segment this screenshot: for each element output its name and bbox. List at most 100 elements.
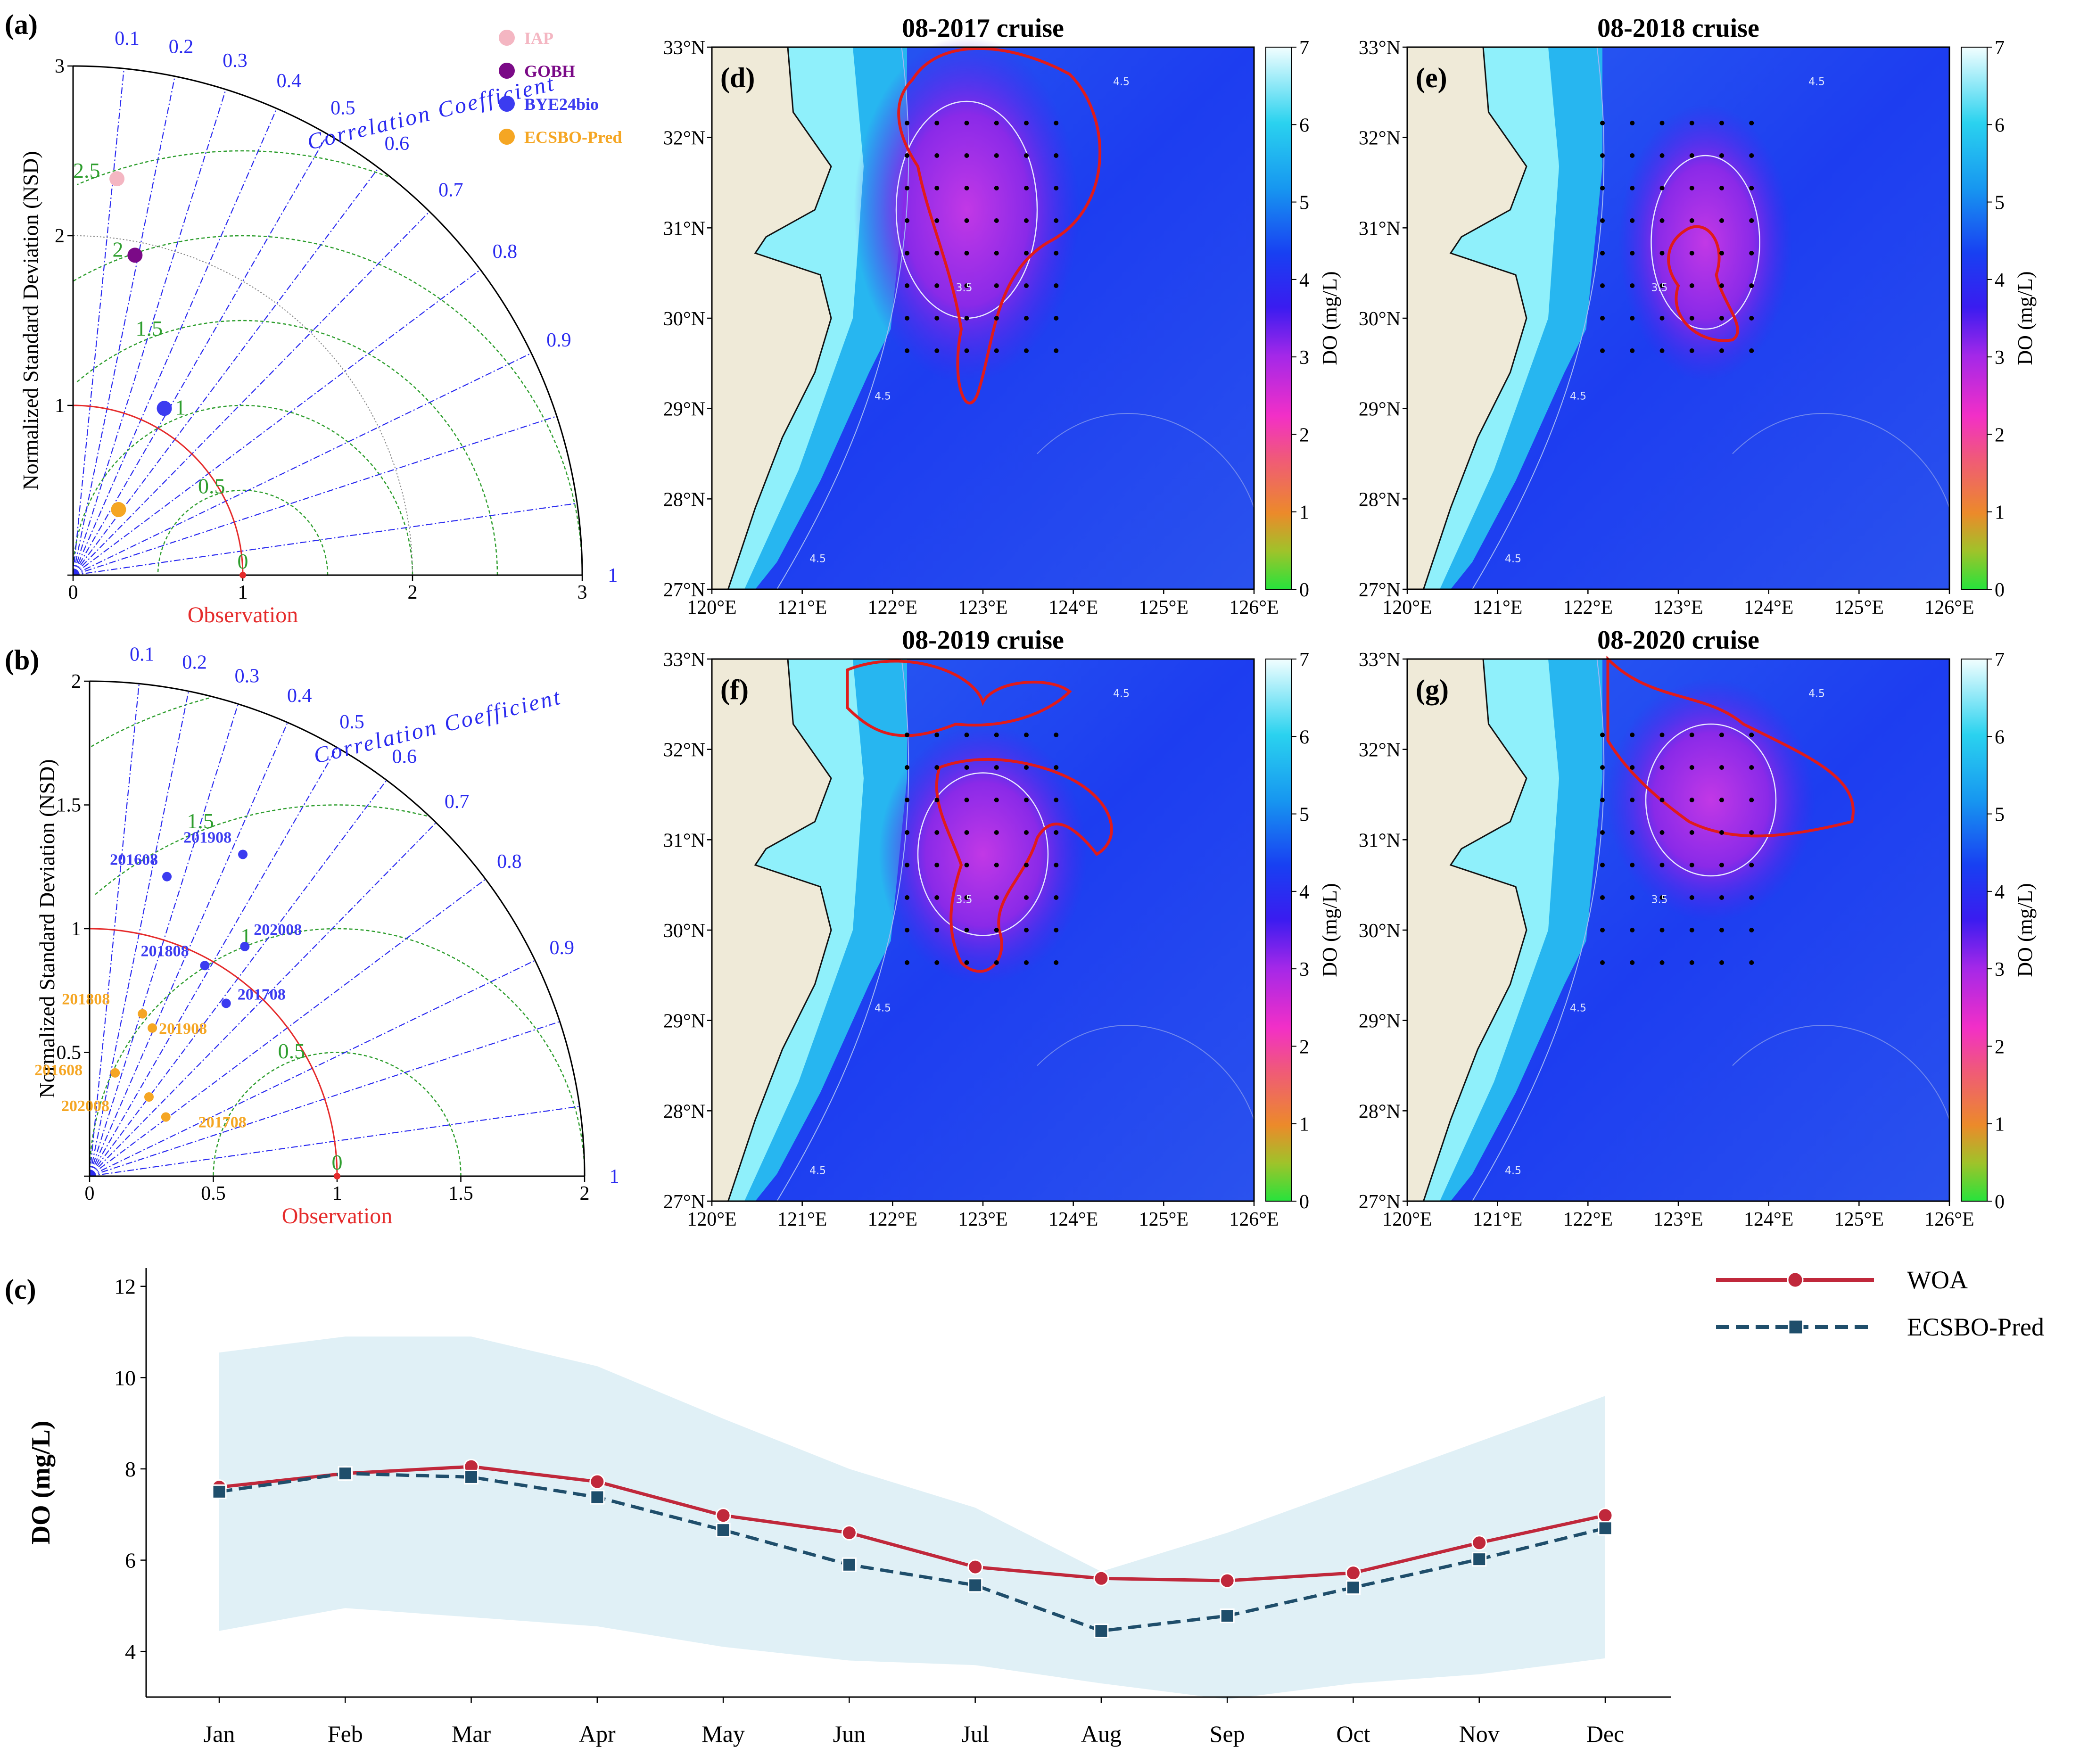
station	[1600, 348, 1605, 353]
station	[1630, 348, 1635, 353]
contour-line	[776, 47, 909, 590]
map-panel: 4.5 3.5 4.5 4.5 27°N 28°N 29°N 30°N 31°N 32°N 33°N…	[1359, 14, 2037, 618]
contour-label: 4.5	[1808, 688, 1825, 700]
lat-tick-label: 30°N	[1359, 308, 1401, 330]
lon-tick-label: 121°E	[777, 1209, 827, 1230]
contour-label: 4.5	[1570, 391, 1586, 403]
y-axis-label: Normalized Standard Deviation (NSD)	[18, 151, 42, 490]
station	[934, 153, 940, 158]
station	[994, 928, 999, 932]
data-point	[144, 1092, 154, 1102]
station	[994, 348, 999, 353]
contour-3-0	[1651, 155, 1760, 330]
contour-label: 3.5	[956, 894, 973, 906]
station	[964, 153, 969, 158]
station	[934, 765, 940, 770]
rms-label: 2	[112, 238, 123, 262]
colorbar-tick-label: 6	[1299, 115, 1309, 136]
colorbar-label: DO (mg/L)	[1318, 271, 1341, 365]
station	[905, 316, 909, 321]
station	[1600, 960, 1605, 965]
station	[1630, 316, 1635, 321]
station	[1659, 218, 1665, 223]
data-point	[238, 849, 248, 859]
station	[1719, 121, 1724, 125]
data-point	[162, 872, 172, 882]
station	[1630, 283, 1635, 288]
station	[1719, 153, 1724, 158]
x-tick-label: May	[702, 1721, 745, 1747]
station	[1054, 960, 1059, 965]
station	[1630, 251, 1635, 256]
station	[1054, 733, 1059, 737]
colorbar-tick-label: 4	[1995, 270, 2005, 291]
panel-label-a: (a)	[5, 9, 38, 40]
colorbar-tick-label: 5	[1299, 192, 1309, 214]
station	[994, 798, 999, 802]
map-title: 08-2017 cruise	[902, 14, 1064, 43]
legend-marker	[499, 63, 515, 79]
series-marker	[1472, 1552, 1487, 1567]
series-marker	[1598, 1521, 1613, 1536]
x-tick-label: Dec	[1586, 1721, 1625, 1747]
station	[1659, 348, 1665, 353]
colorbar-tick-label: 5	[1995, 192, 2005, 214]
x-tick-label: 3	[578, 582, 587, 603]
station	[964, 863, 969, 867]
station	[1659, 283, 1665, 288]
lat-tick-label: 30°N	[663, 308, 705, 330]
station	[934, 348, 940, 353]
land	[711, 658, 832, 1202]
corr-tick-label: 0.6	[392, 746, 417, 768]
series-marker	[589, 1474, 605, 1490]
station	[1024, 283, 1029, 288]
contour-3-0	[917, 772, 1049, 936]
y-axis-label: DO (mg/L)	[26, 1421, 56, 1545]
colorbar-label: DO (mg/L)	[2014, 883, 2037, 977]
station	[1719, 863, 1724, 867]
station	[1024, 830, 1029, 835]
station	[1749, 121, 1754, 125]
hypoxia-boundary	[1667, 225, 1739, 342]
lat-tick-label: 33°N	[663, 37, 705, 59]
station	[1689, 186, 1694, 190]
series-marker	[1219, 1573, 1235, 1589]
x-tick-label: Jan	[204, 1721, 235, 1747]
colorbar-tick-label: 2	[1995, 1036, 2005, 1058]
hypoxia-zone	[879, 724, 1087, 984]
x-tick-label: 2	[408, 582, 418, 603]
lon-tick-label: 126°E	[1924, 1209, 1974, 1230]
y-tick-label: 2	[55, 225, 65, 247]
station	[1600, 798, 1605, 802]
legend-label: ECSBO-Pred	[1907, 1313, 2044, 1341]
lon-tick-label: 123°E	[1653, 597, 1703, 618]
station	[1719, 316, 1724, 321]
x-tick-label: 0	[68, 582, 78, 603]
station	[1054, 121, 1059, 125]
contour-label: 3.5	[1651, 282, 1668, 294]
legend-marker	[1787, 1271, 1804, 1288]
rms-arc	[89, 928, 586, 1177]
station	[1024, 798, 1029, 802]
station	[1600, 121, 1605, 125]
data-point	[111, 502, 126, 517]
station	[1024, 186, 1029, 190]
data-point	[161, 1112, 171, 1122]
correlation-ray	[73, 269, 481, 576]
point-label: 202008	[61, 1097, 109, 1115]
colorbar-tick-label: 3	[1995, 959, 2005, 981]
lon-tick-label: 125°E	[1834, 1209, 1884, 1230]
colorbar-tick-label: 1	[1995, 502, 2005, 524]
x-tick-label: Mar	[452, 1721, 491, 1747]
station	[1024, 895, 1029, 900]
legend-label: ECSBO-Pred	[524, 128, 622, 147]
lat-tick-label: 29°N	[1359, 1011, 1401, 1032]
station	[1630, 121, 1635, 125]
x-axis-label: Observation	[188, 602, 298, 627]
lon-tick-label: 126°E	[1229, 597, 1279, 618]
station	[1659, 251, 1665, 256]
lon-tick-label: 125°E	[1139, 597, 1188, 618]
x-tick-label: Oct	[1336, 1721, 1370, 1747]
station	[1630, 153, 1635, 158]
